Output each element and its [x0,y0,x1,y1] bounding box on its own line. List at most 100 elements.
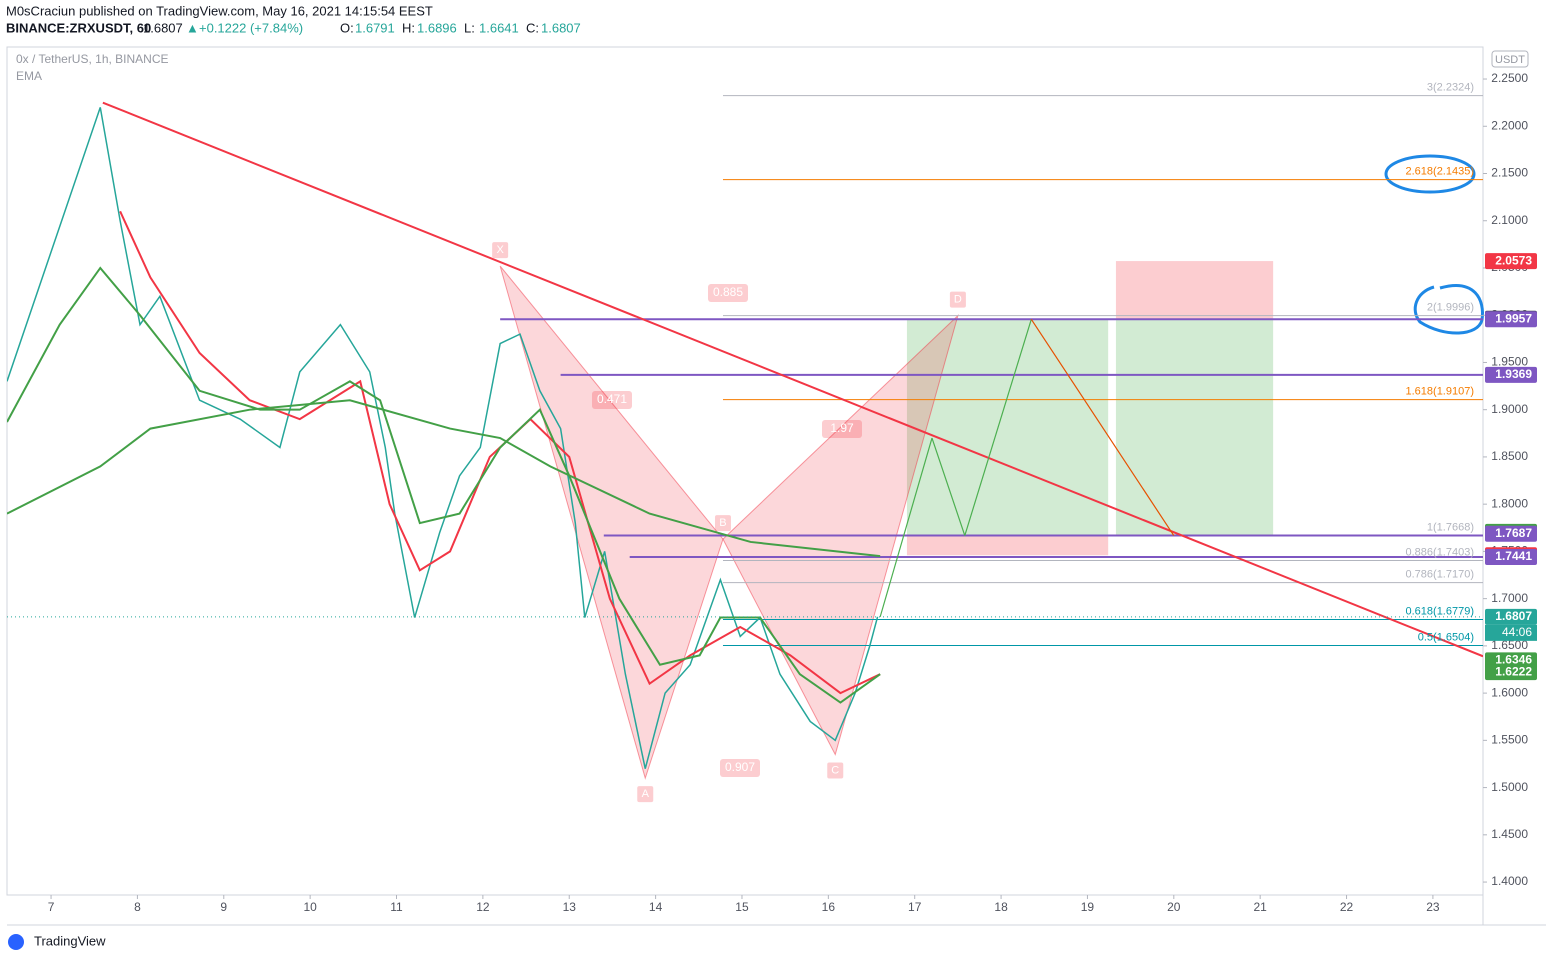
highlight-circle [1413,284,1484,335]
ratio-box [708,284,748,302]
price-label-box [1485,664,1537,681]
ratio-label: 0.885 [713,285,743,299]
ratio-label: 1.97 [830,421,854,435]
price-label: 1.9957 [1495,311,1532,325]
ohlc-value: 1.6896 [417,20,457,35]
x-tick-label: 9 [220,900,227,914]
ohlc-label: C: [526,20,539,35]
ohlc-value: 1.6641 [479,20,519,35]
pattern-point-box [637,786,654,803]
x-tick-label: 22 [1340,900,1354,914]
price-label: 1.7441 [1495,549,1532,563]
ohlc-value: 1.6807 [541,20,581,35]
x-tick-label: 14 [649,900,663,914]
y-tick-label: 1.9500 [1491,355,1528,369]
price-label-box [1485,253,1537,270]
price-label-box [1485,608,1537,625]
countdown-box [1485,624,1537,641]
y-tick-label: 1.6500 [1491,638,1528,652]
pattern-point-label: B [719,517,726,529]
fib-label: 1(1.7668) [1427,521,1474,533]
price-label: 1.6807 [1495,609,1532,623]
y-tick-label: 1.8000 [1491,496,1528,510]
fib-label: 1.618(1.9107) [1406,385,1475,397]
pattern-point-label: C [831,764,839,776]
x-tick-label: 18 [994,900,1008,914]
projection-leg [931,437,966,536]
symbol: BINANCE:ZRXUSDT, 60 [6,20,151,35]
y-tick-label: 2.2000 [1491,118,1528,132]
y-tick-label: 1.4500 [1491,827,1528,841]
x-tick-label: 7 [48,900,55,914]
pattern-point-label: A [642,788,650,800]
x-tick-label: 8 [134,900,141,914]
symbol-line: BINANCE:ZRXUSDT, 60 1.6807 ▲ +0.1222 (+7… [6,20,581,35]
pattern-point-box [949,291,966,308]
price-label: 1.9369 [1495,367,1532,381]
price-label-box [1485,548,1537,565]
y-tick-label: 2.2500 [1491,71,1528,85]
y-tick-label: 1.5000 [1491,780,1528,794]
last-price: 1.6807 [143,20,183,35]
x-tick-label: 20 [1167,900,1181,914]
projection-leg [964,319,1032,536]
stop-zone [906,535,1109,556]
indicator-name: EMA [16,69,42,83]
footer-brand: TradingView [34,933,106,948]
pattern-point-box [714,515,731,532]
stop-zone [1115,261,1274,320]
ema-line [7,266,881,704]
price-label-box [1485,311,1537,328]
ratio-box [822,420,862,438]
axis-unit: USDT [1495,54,1525,66]
y-tick-label: 2.1500 [1491,166,1528,180]
ohlc-label: O: [340,20,354,35]
change-arrow: ▲ [186,20,199,35]
y-tick-label: 2.1000 [1491,213,1528,227]
price-label: 1.6346 [1495,653,1532,667]
x-tick-label: 17 [908,900,922,914]
change: +0.1222 (+7.84%) [199,20,303,35]
x-tick-label: 15 [735,900,749,914]
price-label: 1.6222 [1495,664,1532,678]
ratio-label: 0.471 [597,392,627,406]
x-tick-label: 13 [563,900,577,914]
ratio-box [592,391,632,409]
fib-label: 0.5(1.6504) [1418,631,1474,643]
fib-label: 2.618(2.1435) [1406,166,1475,178]
pattern-point-label: X [496,244,504,256]
ratio-box [720,759,760,777]
y-tick-label: 1.9000 [1491,402,1528,416]
ema-line [119,210,881,695]
legend-title: 0x / TetherUS, 1h, BINANCE [16,52,169,66]
logo-icon [8,934,24,950]
y-tick-label: 1.4000 [1491,874,1528,888]
ohlc-value: 1.6791 [355,20,395,35]
ohlc-label: L: [464,20,475,35]
x-tick-label: 19 [1081,900,1095,914]
unit-box [1491,50,1529,68]
publisher: M0sCraciun published on TradingView.com,… [6,3,433,18]
profit-zone [906,319,1109,536]
pattern-point-box [492,242,509,259]
y-tick-label: 1.7000 [1491,591,1528,605]
x-tick-label: 21 [1253,900,1267,914]
projection-leg [879,437,933,618]
x-tick-label: 10 [303,900,317,914]
price-label: 2.0573 [1495,253,1532,267]
price-label-box [1485,525,1537,542]
x-tick-label: 23 [1426,900,1440,914]
fib-label: 0.618(1.6779) [1406,605,1475,617]
x-tick-label: 11 [390,900,403,914]
highlight-circle [1384,154,1476,194]
projection-leg [1030,318,1175,536]
price-label: 1.7687 [1495,526,1532,540]
x-tick-label: 12 [476,900,490,914]
fib-label: 2(1.9996) [1427,301,1474,313]
fib-label: 3(2.2324) [1427,82,1474,94]
trendline [102,101,1483,658]
plot-layer [7,95,1483,780]
